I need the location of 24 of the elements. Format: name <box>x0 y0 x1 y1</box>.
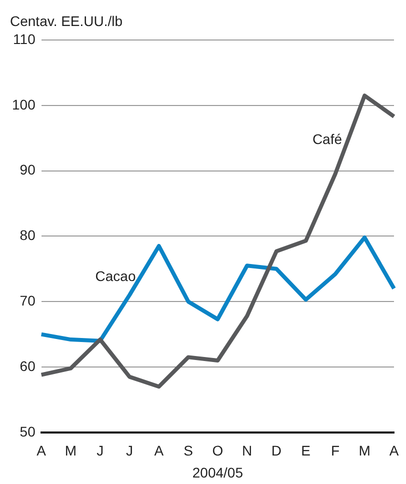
x-tick-label: M <box>358 442 370 459</box>
x-tick-label: N <box>242 442 252 459</box>
x-tick-label: O <box>212 442 224 459</box>
y-tick-label: 70 <box>20 292 36 308</box>
x-tick-label: E <box>301 442 311 459</box>
y-tick-label: 90 <box>20 162 36 178</box>
x-tick-label: F <box>330 442 340 459</box>
series-label: Cacao <box>95 268 136 284</box>
y-axis-title: Centav. EE.UU./lb <box>10 12 123 29</box>
x-tick-label: A <box>154 442 164 459</box>
y-tick-label: 50 <box>20 423 36 440</box>
y-tick-label: 60 <box>20 358 36 374</box>
x-tick-label: A <box>36 442 47 459</box>
x-axis-title: 2004/05 <box>192 464 244 480</box>
x-tick-label: D <box>271 442 282 459</box>
x-tick-label: M <box>64 442 77 459</box>
series-label: Café <box>312 130 342 147</box>
y-tick-label: 100 <box>12 96 36 112</box>
x-tick-label: J <box>126 442 134 459</box>
x-tick-label: S <box>184 442 193 459</box>
y-tick-label: 110 <box>13 30 36 47</box>
y-tick-label: 80 <box>20 227 36 244</box>
x-tick-label: A <box>389 442 400 459</box>
x-tick-label: J <box>96 442 104 459</box>
